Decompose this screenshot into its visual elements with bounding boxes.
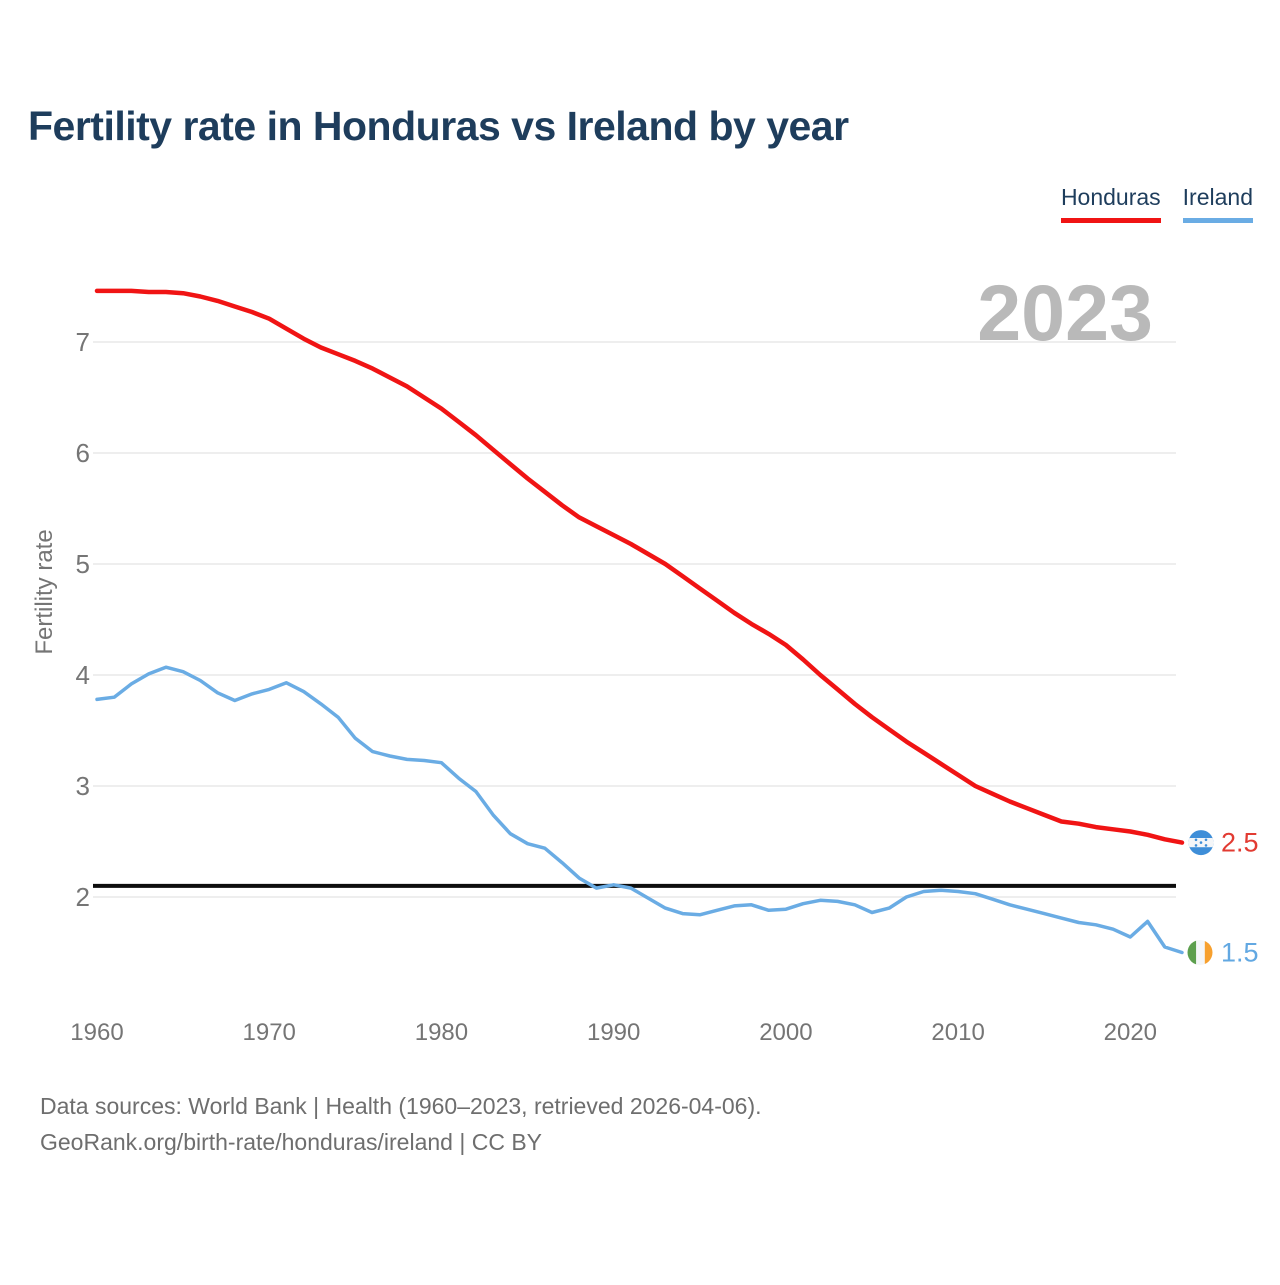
x-tick-label: 1980 — [415, 1019, 468, 1046]
honduras-line — [94, 288, 1185, 845]
legend: Honduras Ireland — [1060, 184, 1253, 223]
page-title: Fertility rate in Honduras vs Ireland by… — [28, 103, 849, 149]
footer-attribution[interactable]: GeoRank.org/birth-rate/honduras/ireland … — [40, 1129, 543, 1155]
x-tick-label: 1970 — [243, 1019, 296, 1046]
honduras-end-value: 2.5 — [1221, 828, 1259, 858]
y-tick-label: 3 — [76, 771, 90, 801]
ireland-line — [95, 665, 1184, 955]
x-tick-label: 2020 — [1104, 1019, 1157, 1046]
ireland-end-value: 1.5 — [1221, 938, 1259, 968]
x-tick-label: 2000 — [759, 1019, 812, 1046]
x-tick-label: 2010 — [931, 1019, 984, 1046]
legend-item-honduras[interactable]: Honduras — [1060, 184, 1161, 223]
legend-item-ireland[interactable]: Ireland — [1182, 184, 1253, 223]
y-axis-label: Fertility rate — [31, 529, 58, 654]
honduras-flag-icon — [1188, 830, 1214, 856]
y-tick-label: 7 — [76, 327, 90, 357]
ireland-flag-icon — [1187, 940, 1213, 965]
x-tick-label: 1960 — [70, 1019, 123, 1046]
footer: Data sources: World Bank | Health (1960–… — [40, 1088, 762, 1160]
watermark-year: 2023 — [977, 268, 1153, 357]
footer-data-sources: Data sources: World Bank | Health (1960–… — [40, 1093, 762, 1119]
y-tick-label: 6 — [76, 438, 90, 468]
y-tick-label: 2 — [76, 882, 90, 912]
y-tick-label: 5 — [76, 549, 90, 579]
x-tick-label: 1990 — [587, 1019, 640, 1046]
y-tick-label: 4 — [76, 660, 90, 690]
